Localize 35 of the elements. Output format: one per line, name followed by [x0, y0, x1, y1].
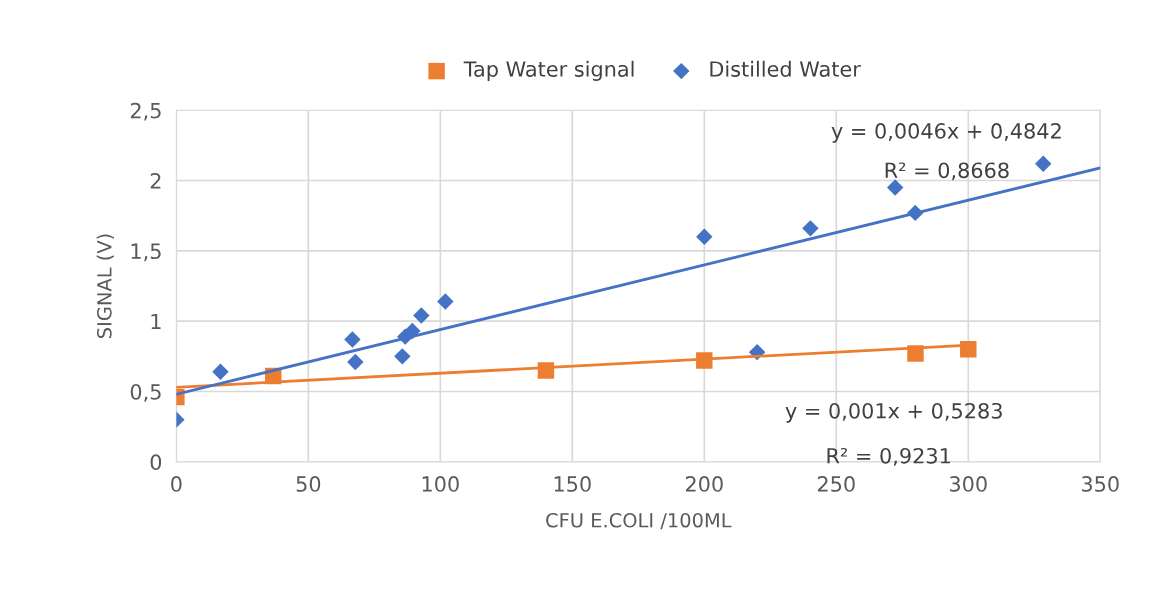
point — [212, 363, 229, 381]
y-tick-label: 0,5 — [130, 383, 161, 402]
point — [886, 179, 904, 196]
point — [413, 307, 430, 324]
annotation: R² = 0,8668 — [885, 162, 1009, 181]
y-tick-label: 1 — [151, 313, 161, 330]
point — [437, 293, 454, 310]
point — [802, 220, 819, 237]
point — [696, 352, 713, 369]
legend-label: Distilled Water — [710, 60, 861, 77]
x-tick-label: 100 — [422, 476, 459, 492]
legend-label: Tap Water signal — [463, 60, 634, 81]
x-tick-label: 300 — [949, 476, 987, 492]
point — [347, 353, 364, 371]
y-tick-label: 1,5 — [131, 243, 161, 262]
y-tick-label: 0 — [150, 454, 162, 471]
y-tick-label: 2,5 — [130, 102, 161, 121]
point — [344, 331, 361, 348]
point — [394, 348, 411, 365]
x-tick-label: 50 — [296, 476, 321, 492]
point — [960, 341, 977, 358]
point — [696, 228, 713, 246]
x-tick-label: 200 — [685, 476, 723, 492]
point — [1035, 155, 1052, 172]
x-axis-title: CFU E.COLI /100ML — [546, 512, 732, 530]
x-tick-label: 250 — [817, 476, 855, 492]
y-tick-label: 2 — [150, 172, 161, 189]
annotation: R² = 0,9231 — [827, 447, 950, 466]
annotation: y = 0,001x + 0,5283 — [785, 402, 1002, 423]
x-tick-label: 0 — [171, 476, 182, 492]
y-axis-title: SIGNAL (V) — [96, 234, 114, 338]
point — [907, 345, 924, 362]
annotation: y = 0,0046x + 0,4842 — [831, 123, 1061, 143]
x-tick-label: 350 — [1081, 476, 1119, 492]
x-tick-label: 150 — [554, 476, 591, 492]
